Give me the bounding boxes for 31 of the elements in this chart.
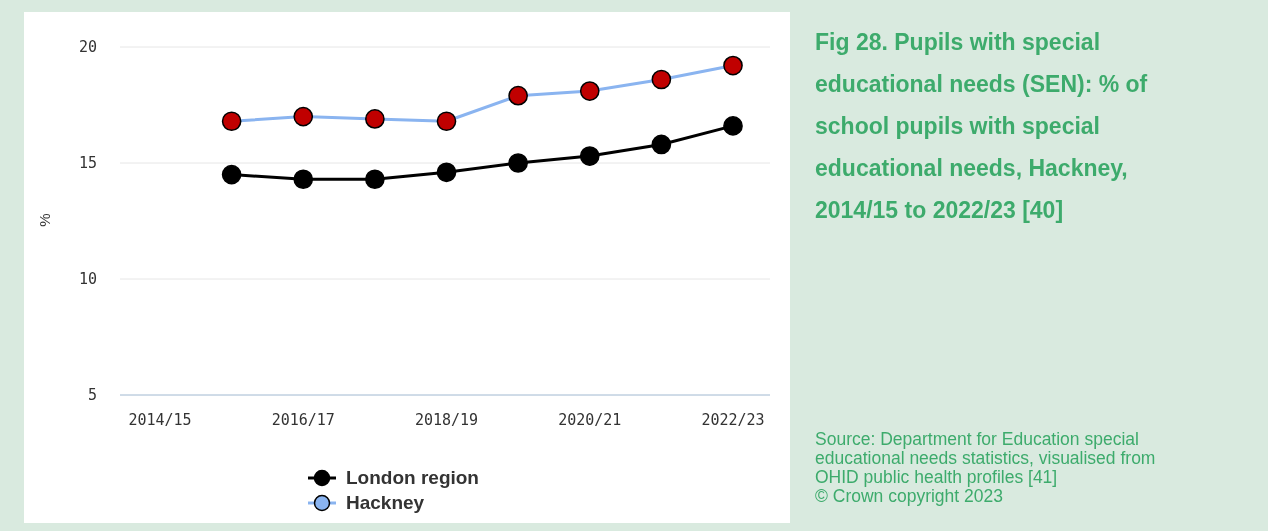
- point: [651, 134, 672, 155]
- point: [579, 146, 600, 166]
- text: Fig 28. Pupils with special educational needs (SEN): % of school pupils with special educational needs, Hackney, 2014/15 to 2022/23 [40]: [815, 29, 1148, 223]
- x-tick-label: 2020/21: [558, 411, 622, 429]
- x-tick-label: 2022/23: [701, 411, 765, 429]
- point: [365, 169, 385, 190]
- y-tick-label: 5: [87, 386, 97, 404]
- point: [436, 162, 457, 183]
- y-tick-label: 15: [78, 154, 97, 172]
- point: [365, 109, 385, 129]
- point: [508, 85, 528, 106]
- point: [221, 111, 242, 132]
- point: [221, 164, 242, 185]
- point: [293, 106, 314, 127]
- y-axis-title: %: [36, 213, 53, 227]
- legend-label: London region: [346, 467, 479, 488]
- point: [579, 81, 600, 101]
- text: © Crown copyright 2023: [815, 486, 1003, 506]
- legend-label: Hackney: [346, 492, 425, 513]
- point: [293, 169, 314, 190]
- point: [723, 55, 743, 76]
- x-tick-label: 2014/15: [128, 411, 192, 429]
- point: [436, 111, 457, 132]
- point: [508, 153, 528, 173]
- source-note: Source: Department for Education special educational needs statistics, visualised from OHID public health profiles [41]: [815, 429, 1156, 487]
- y-tick-label: 20: [78, 38, 97, 56]
- x-tick-label: 2018/19: [414, 411, 479, 429]
- x-tick-label: 2016/17: [271, 411, 335, 429]
- point: [651, 69, 672, 90]
- point: [723, 116, 743, 136]
- y-tick-label: 10: [78, 270, 97, 288]
